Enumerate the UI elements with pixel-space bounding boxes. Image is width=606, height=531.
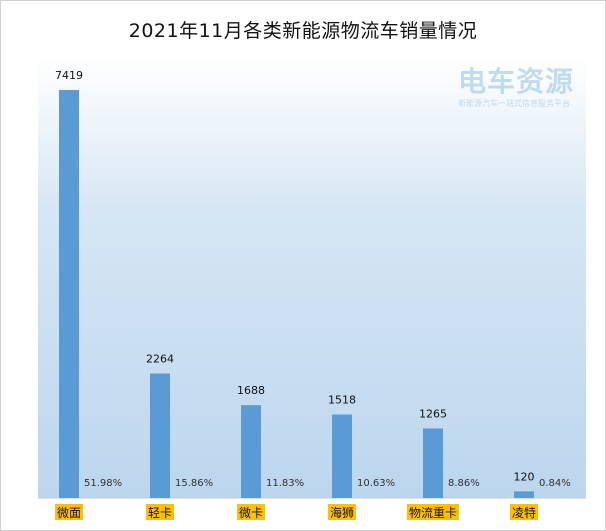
bar-value-label: 1688 [237,384,265,397]
category-label: 海狮 [330,505,354,520]
bar [332,414,352,498]
share-label: 15.86% [175,478,213,489]
bar-value-label: 7419 [55,69,83,82]
watermark-main-text: 电车资源 [458,65,575,98]
category-label: 物流重卡 [409,506,457,520]
bar-value-label: 120 [514,470,535,483]
share-label: 51.98% [84,478,122,489]
bar [241,405,261,498]
category-label-highlight [407,504,459,520]
category-label: 凌特 [512,505,536,520]
category-label-highlight [237,504,265,520]
bar-value-label: 1265 [419,407,447,420]
bar [59,89,79,498]
bar [150,373,170,498]
category-label-highlight [146,504,174,520]
bar-value-label: 2264 [146,352,174,365]
category-label-highlight [55,504,83,520]
watermark-logo: 电车资源 新能源汽车一站式信息服务平台 [458,60,606,108]
bar [514,491,534,498]
category-label-highlight [328,504,356,520]
share-label: 0.84% [539,478,571,489]
watermark-sub-text: 新能源汽车一站式信息服务平台 [458,99,570,108]
plot-area-background [38,58,586,498]
share-label: 11.83% [266,478,304,489]
category-label-highlight [510,504,538,520]
bar [423,428,443,498]
category-label: 轻卡 [148,506,172,520]
share-label: 10.63% [357,478,395,489]
share-label: 8.86% [448,478,480,489]
category-label: 微面 [57,506,81,520]
chart-title: 2021年11月各类新能源物流车销量情况 [128,20,478,42]
bar-value-label: 1518 [328,394,356,407]
category-label: 微卡 [239,506,263,520]
